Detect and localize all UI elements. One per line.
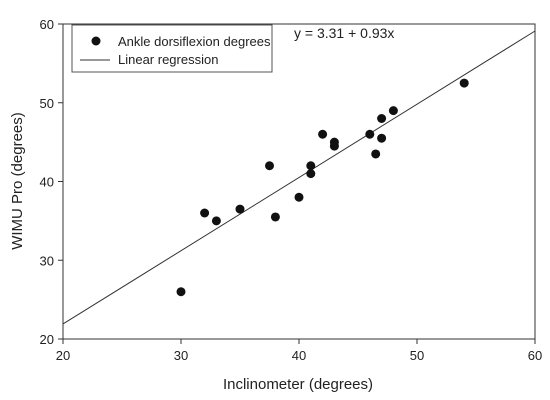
data-point	[388, 106, 398, 116]
data-point	[176, 287, 186, 297]
data-point	[377, 133, 387, 143]
legend-label-points: Ankle dorsiflexion degrees	[118, 34, 271, 49]
y-tick-label: 30	[40, 253, 54, 268]
data-point	[459, 78, 469, 88]
y-tick-label: 60	[40, 17, 54, 32]
data-point	[270, 212, 280, 222]
x-axis-title: Inclinometer (degrees)	[223, 376, 373, 393]
data-point	[306, 169, 316, 179]
y-axis-title: WIMU Pro (degrees)	[9, 112, 26, 250]
regression-line-group	[62, 30, 536, 325]
data-point	[365, 129, 375, 139]
x-tick-label: 20	[56, 348, 70, 363]
legend-label-line: Linear regression	[118, 52, 218, 67]
legend: Ankle dorsiflexion degrees Linear regres…	[71, 24, 273, 73]
data-points	[176, 78, 469, 297]
data-point	[377, 114, 387, 123]
data-point	[235, 204, 245, 214]
legend-marker-points	[91, 36, 101, 46]
data-point	[294, 192, 304, 202]
data-point	[318, 129, 328, 139]
data-point	[371, 149, 381, 159]
x-tick-label: 60	[528, 348, 542, 363]
data-point	[200, 208, 210, 218]
data-point	[211, 216, 221, 226]
y-tick-label: 20	[40, 332, 54, 347]
x-tick-label: 50	[410, 348, 424, 363]
x-tick-label: 40	[292, 348, 306, 363]
data-point	[306, 161, 316, 171]
legend-box	[71, 24, 273, 73]
regression-line	[62, 30, 536, 325]
x-axis-ticks: 20 30 40 50 60	[56, 339, 542, 363]
data-point	[329, 137, 339, 147]
y-axis-ticks: 20 30 40 50 60	[40, 17, 63, 347]
regression-equation: y = 3.31 + 0.93x	[294, 25, 394, 41]
x-tick-label: 30	[174, 348, 188, 363]
y-tick-label: 40	[40, 175, 54, 190]
y-tick-label: 50	[40, 96, 54, 111]
data-point	[265, 161, 274, 171]
